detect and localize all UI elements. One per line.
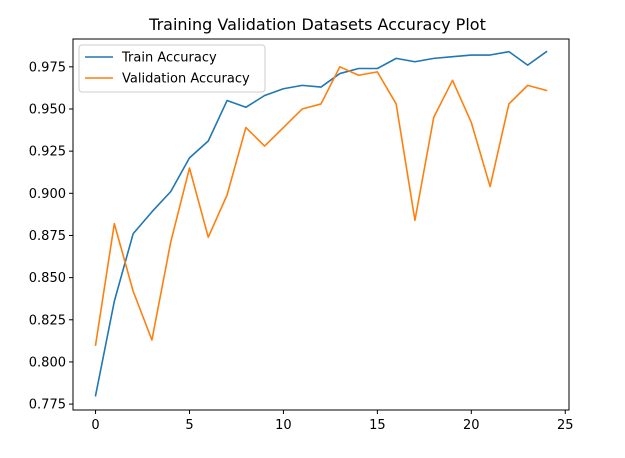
- x-tick-label: 5: [185, 418, 193, 433]
- chart-title: Training Validation Datasets Accuracy Pl…: [148, 15, 486, 34]
- y-tick-label: 0.900: [29, 187, 66, 202]
- legend-box: [78, 44, 266, 93]
- y-tick-label: 0.775: [29, 398, 66, 413]
- x-tick-label: 15: [369, 418, 386, 433]
- x-axis: 0 5 10 15 20 25: [91, 410, 574, 433]
- legend: Train Accuracy Validation Accuracy: [78, 44, 266, 93]
- series-line-validation-accuracy: [94, 66, 548, 346]
- x-tick-label: 10: [275, 418, 292, 433]
- legend-label: Validation Accuracy: [122, 72, 250, 87]
- plot-frame: [72, 38, 570, 411]
- y-tick-label: 0.800: [29, 355, 66, 370]
- y-tick-label: 0.925: [29, 145, 66, 160]
- series-layer: [94, 50, 548, 397]
- y-tick-label: 0.825: [29, 313, 66, 328]
- y-tick-label: 0.950: [29, 102, 66, 117]
- y-axis: 0.775 0.800 0.825 0.850 0.875 0.900 0.925 0.950…: [29, 60, 73, 413]
- series-line-train-accuracy: [94, 50, 548, 397]
- x-tick-label: 20: [463, 418, 480, 433]
- x-tick-label: 0: [91, 418, 99, 433]
- y-tick-label: 0.850: [29, 271, 66, 286]
- y-tick-label: 0.975: [29, 60, 66, 75]
- x-tick-label: 25: [557, 418, 574, 433]
- y-tick-label: 0.875: [29, 229, 66, 244]
- legend-label: Train Accuracy: [121, 51, 217, 66]
